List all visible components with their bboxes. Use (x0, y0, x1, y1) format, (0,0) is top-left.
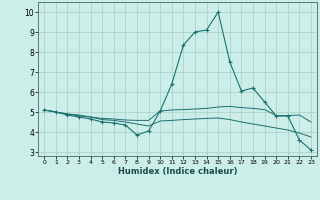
X-axis label: Humidex (Indice chaleur): Humidex (Indice chaleur) (118, 167, 237, 176)
